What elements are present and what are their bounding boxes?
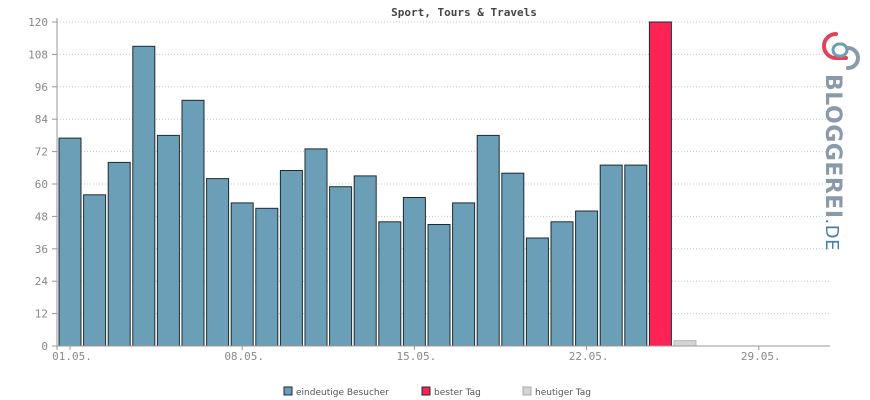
y-tick-label: 24 [35, 275, 49, 288]
bloggerei-logo-text: BLOGGEREI.DE [820, 74, 845, 251]
x-tick-label: 29.05. [741, 350, 781, 363]
bar-eindeutige-besucher-9 [255, 207, 279, 347]
bar-eindeutige-besucher-1 [58, 137, 82, 347]
bar-eindeutige-besucher-5 [156, 134, 180, 347]
bar-eindeutige-besucher-15 [402, 197, 426, 347]
chart-title: Sport, Tours & Travels [391, 6, 537, 19]
y-axis-ticks: 0 12 24 36 48 60 72 84 96 108 120 [28, 16, 57, 353]
bar-eindeutige-besucher-22 [575, 210, 599, 347]
bar-eindeutige-besucher-17 [452, 202, 476, 347]
x-tick-label: 22.05. [569, 350, 609, 363]
y-tick-label: 36 [35, 243, 48, 256]
bloggerei-logo-icon [822, 32, 860, 70]
bar-bester-tag-25 [648, 21, 672, 347]
bar-eindeutige-besucher-14 [378, 221, 402, 347]
bar-eindeutige-besucher-3 [107, 161, 131, 347]
bar-eindeutige-besucher-19 [501, 172, 525, 347]
legend-label: eindeutige Besucher [296, 388, 389, 398]
bar-eindeutige-besucher-24 [624, 164, 648, 347]
legend-swatch [283, 386, 293, 396]
bar-eindeutige-besucher-21 [550, 221, 574, 347]
bar-eindeutige-besucher-2 [83, 194, 107, 347]
legend: eindeutige Besucher bester Tag heutiger Ta… [283, 386, 591, 398]
bar-eindeutige-besucher-11 [304, 148, 328, 347]
x-tick-label: 15.05. [397, 350, 437, 363]
y-tick-label: 120 [28, 16, 48, 29]
y-tick-label: 60 [35, 178, 48, 191]
bar-eindeutige-besucher-18 [476, 134, 500, 347]
bars [58, 21, 697, 347]
legend-swatch [522, 386, 532, 396]
y-tick-label: 84 [35, 113, 49, 126]
axes [53, 18, 830, 350]
bar-eindeutige-besucher-4 [132, 45, 156, 347]
bar-eindeutige-besucher-12 [329, 186, 353, 347]
bar-eindeutige-besucher-10 [279, 170, 303, 347]
bar-eindeutige-besucher-6 [181, 99, 205, 347]
bloggerei-logo: BLOGGEREI.DE [820, 32, 860, 251]
bar-eindeutige-besucher-20 [525, 237, 549, 347]
y-tick-label: 96 [35, 81, 48, 94]
legend-label: bester Tag [434, 388, 481, 398]
legend-swatch [421, 386, 431, 396]
bar-eindeutige-besucher-16 [427, 224, 451, 347]
y-tick-label: 108 [28, 48, 48, 61]
y-tick-label: 48 [35, 210, 48, 223]
bar-eindeutige-besucher-23 [599, 164, 623, 347]
y-tick-label: 0 [41, 340, 48, 353]
x-tick-label: 08.05. [224, 350, 264, 363]
x-axis-ticks: 01.05. 08.05. 15.05. 22.05. 29.05. [52, 346, 781, 363]
x-tick-label: 01.05. [52, 350, 92, 363]
bar-eindeutige-besucher-13 [353, 175, 377, 347]
y-tick-label: 72 [35, 146, 48, 159]
y-tick-label: 12 [35, 308, 48, 321]
legend-label: heutiger Tag [535, 388, 591, 398]
bar-eindeutige-besucher-8 [230, 202, 254, 347]
bar-eindeutige-besucher-7 [206, 178, 230, 347]
bar-heutiger-tag-26 [673, 340, 697, 347]
